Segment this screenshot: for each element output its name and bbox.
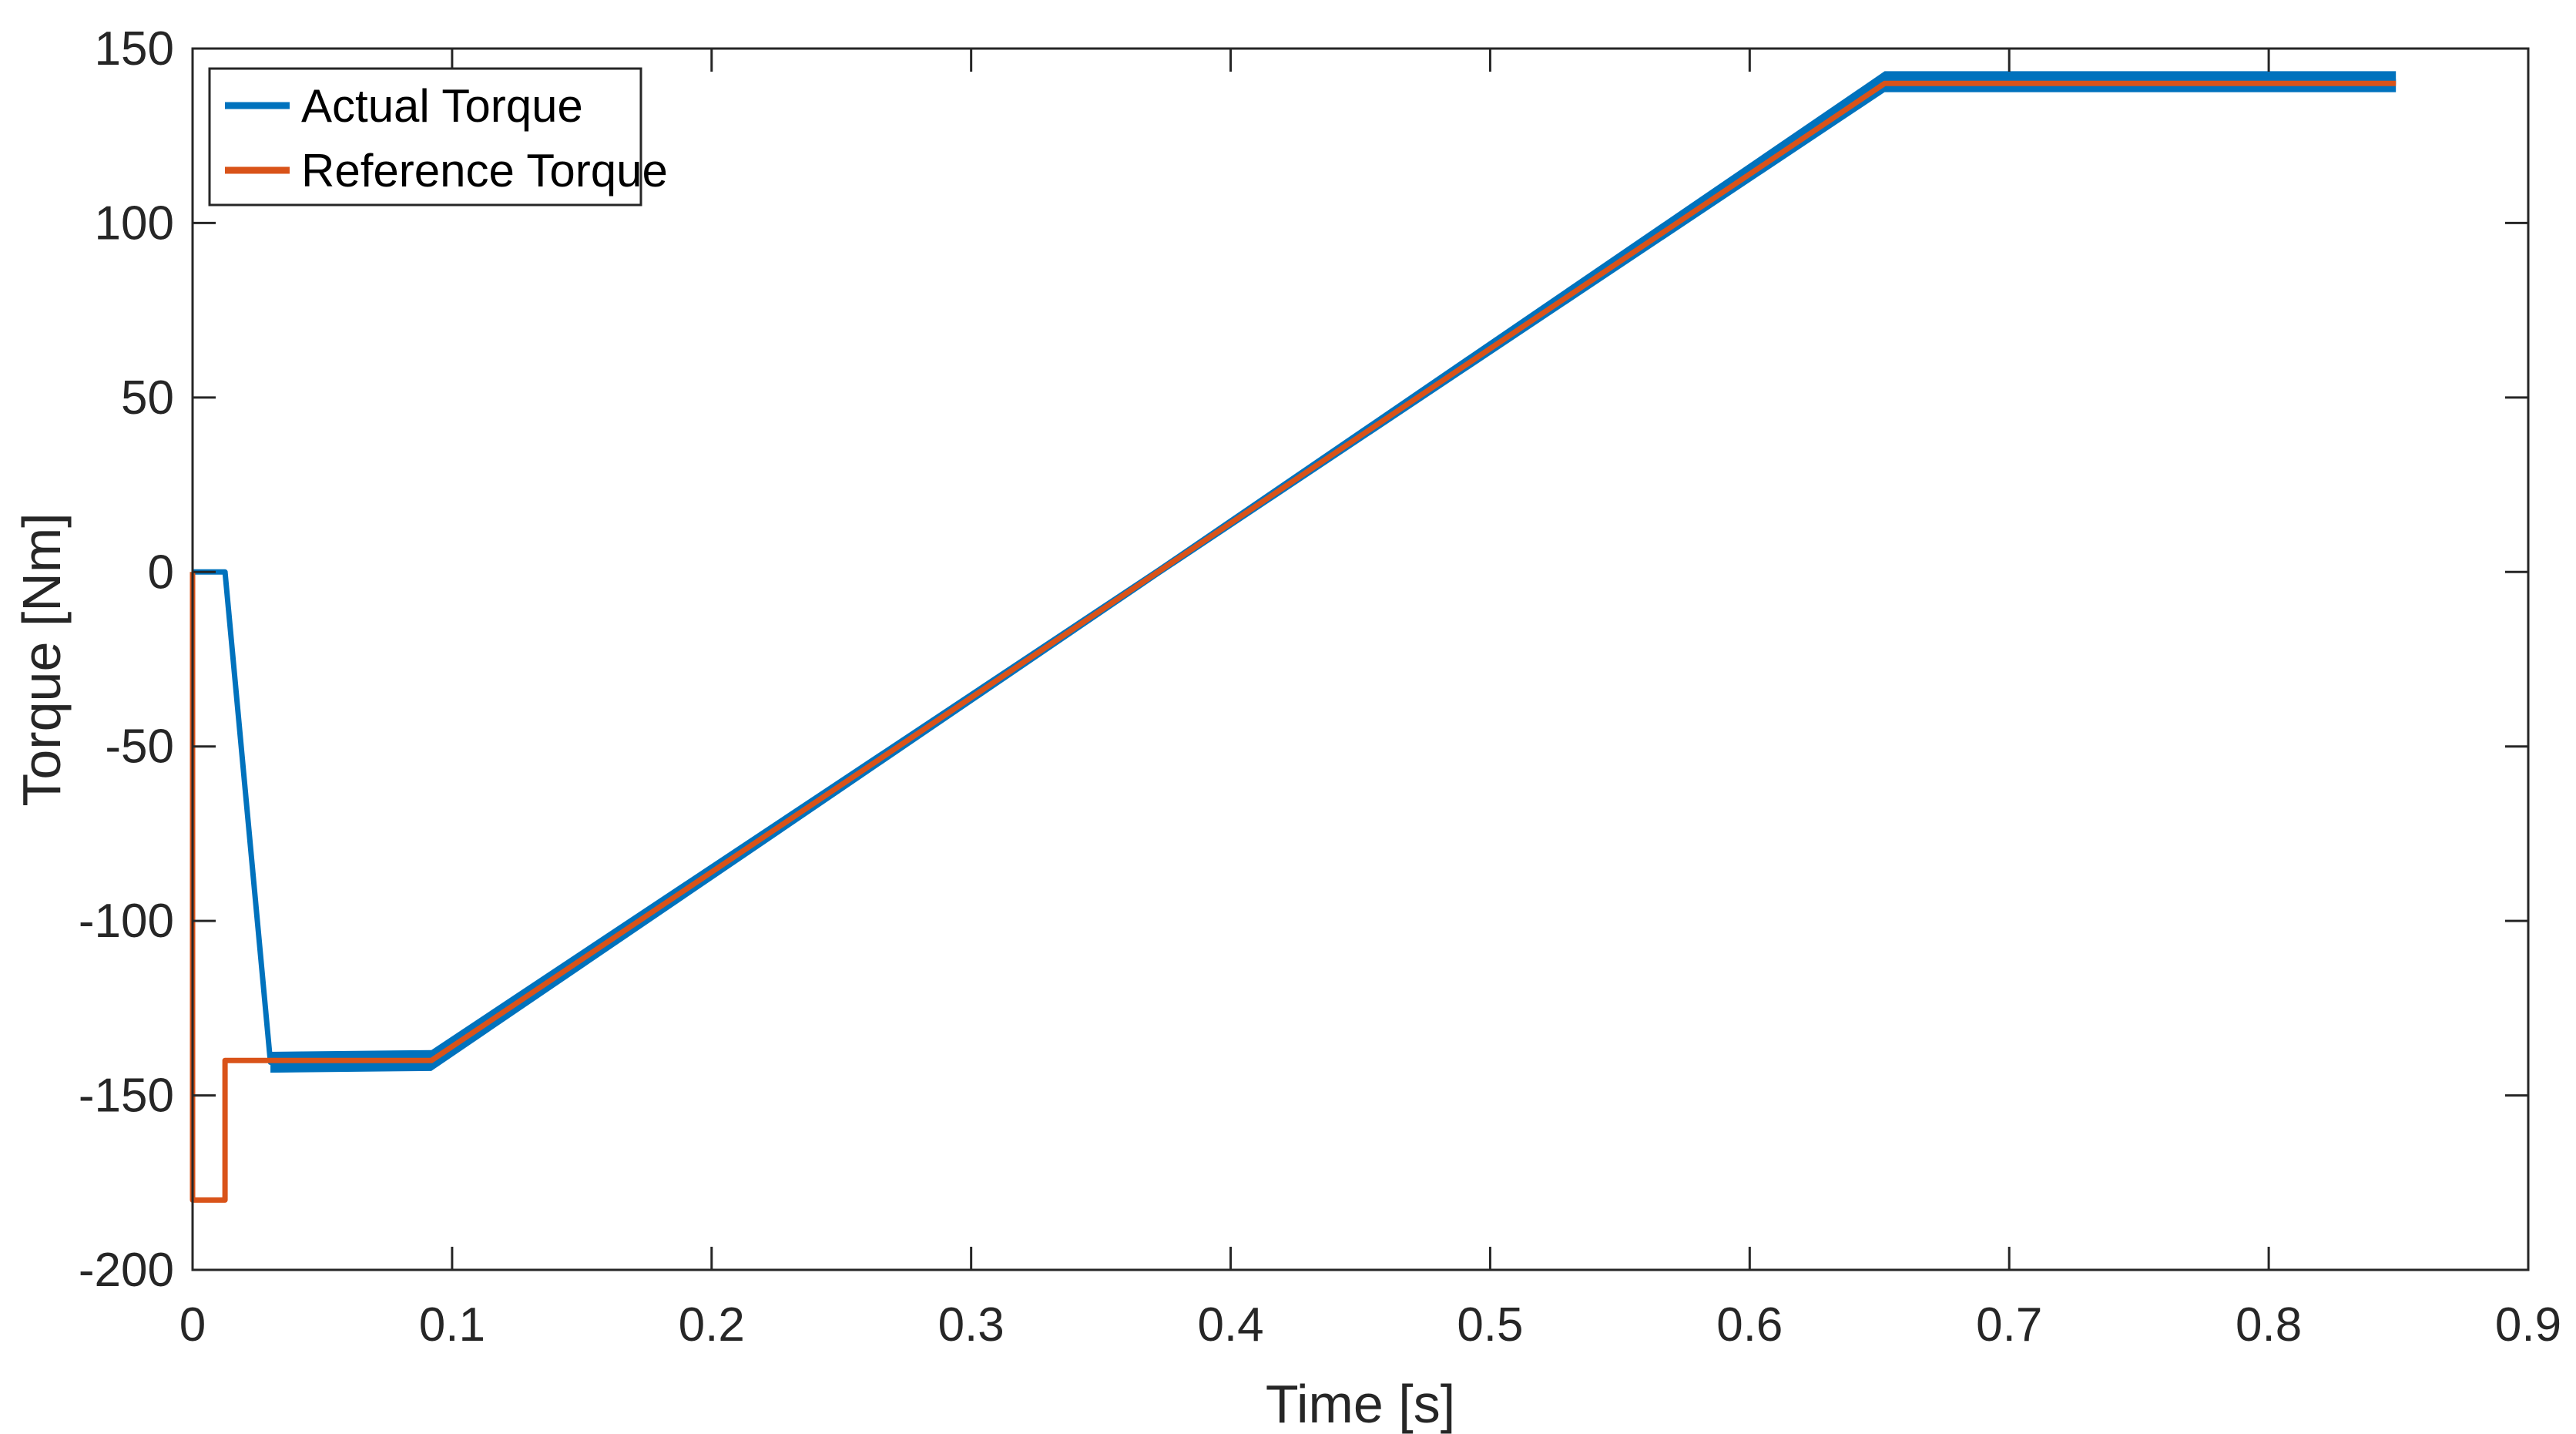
y-tick-label: 150 bbox=[95, 22, 174, 76]
plot-border bbox=[191, 47, 2530, 1271]
legend-label-actual-torque: Actual Torque bbox=[301, 80, 583, 132]
x-tick-label: 0.8 bbox=[2236, 1298, 2302, 1352]
y-tick-label: -150 bbox=[79, 1070, 174, 1123]
axes-layer: 0 0.1 0.2 0.3 0.4 0.5 0.6 0.7 0.8 0.9 150 100 50 0 -50… bbox=[79, 22, 2561, 1352]
x-tick-label: 0.9 bbox=[2495, 1298, 2561, 1352]
series-layer bbox=[190, 71, 2397, 1203]
legend: Actual Torque Reference Torque bbox=[208, 67, 668, 207]
x-tick-label: 0.3 bbox=[938, 1298, 1005, 1352]
x-tick-label: 0.1 bbox=[419, 1298, 485, 1352]
y-tick-label: 0 bbox=[148, 546, 174, 599]
x-tick-label: 0.4 bbox=[1197, 1298, 1263, 1352]
x-tick-label: 0.7 bbox=[1976, 1298, 2042, 1352]
y-tick-label: 100 bbox=[95, 196, 174, 250]
x-axis-label: Time [s] bbox=[1266, 1374, 1455, 1434]
actual-torque-line bbox=[193, 79, 2397, 1066]
legend-label-reference-torque: Reference Torque bbox=[301, 145, 668, 196]
axis-labels-layer: Time [s] Torque [Nm] bbox=[12, 512, 1455, 1434]
y-tick-label: 50 bbox=[121, 371, 174, 425]
reference-torque-line bbox=[190, 80, 2397, 1203]
x-tick-label: 0.2 bbox=[679, 1298, 745, 1352]
x-tick-label: 0.5 bbox=[1457, 1298, 1523, 1352]
legend-box bbox=[208, 67, 642, 207]
y-axis-label: Torque [Nm] bbox=[12, 512, 72, 806]
x-tick-label: 0 bbox=[179, 1298, 206, 1352]
x-tick-label: 0.6 bbox=[1716, 1298, 1783, 1352]
y-tick-label: -50 bbox=[105, 720, 174, 774]
actual-torque-ripple-band bbox=[270, 71, 2397, 1073]
y-tick-label: -100 bbox=[79, 895, 174, 948]
y-tick-label: -200 bbox=[79, 1244, 174, 1297]
